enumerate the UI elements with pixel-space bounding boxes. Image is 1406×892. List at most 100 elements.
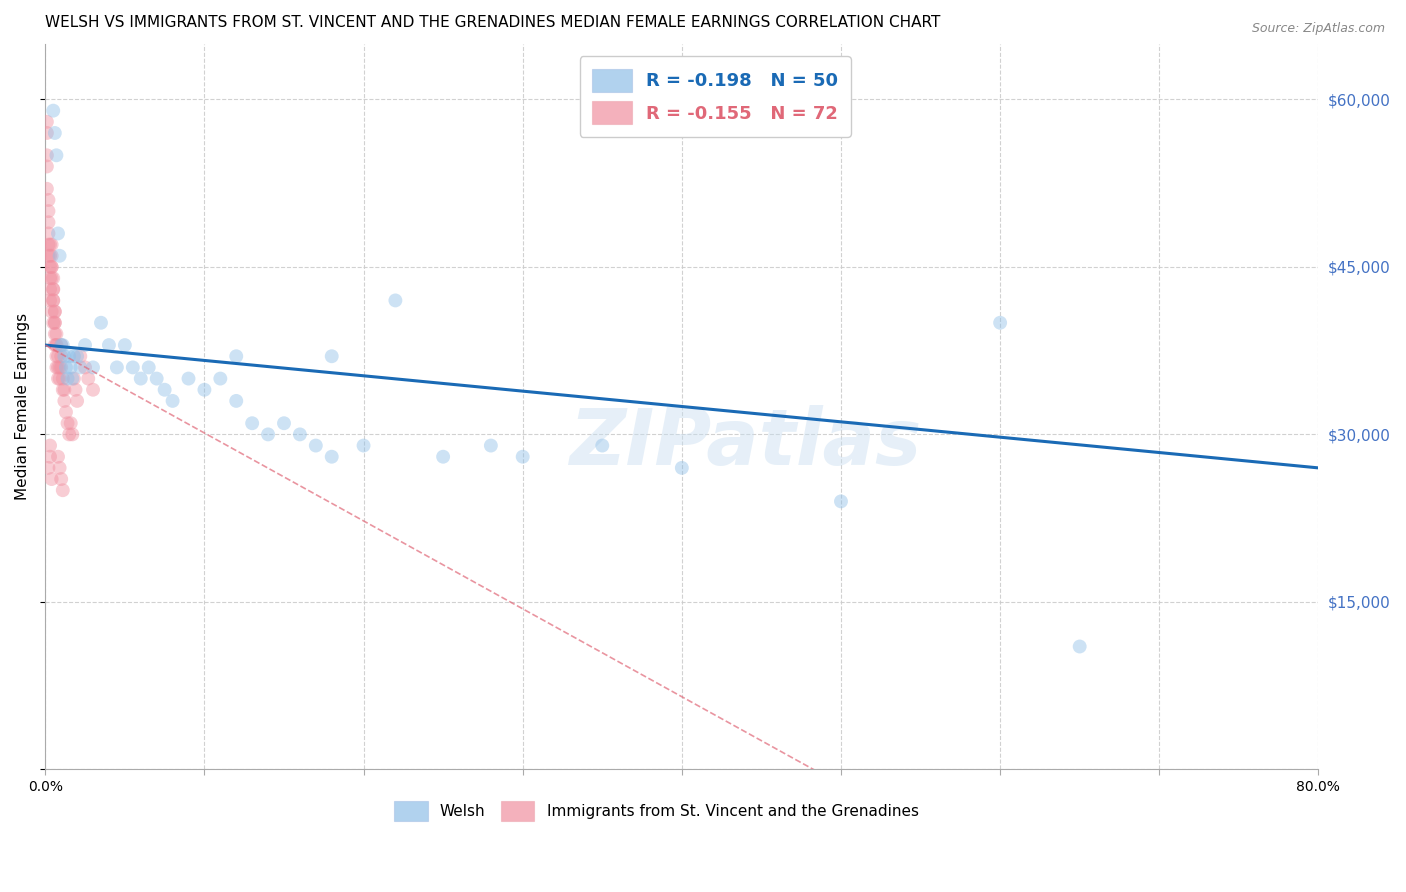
Point	[193, 383, 215, 397]
Point	[45, 338, 67, 352]
Point	[90, 316, 112, 330]
Point	[41, 260, 63, 274]
Point	[42, 282, 65, 296]
Point	[48, 249, 70, 263]
Point	[59, 416, 82, 430]
Point	[37, 215, 59, 229]
Point	[82, 360, 104, 375]
Point	[39, 439, 62, 453]
Point	[51, 349, 73, 363]
Point	[39, 249, 62, 263]
Point	[114, 338, 136, 352]
Point	[44, 316, 66, 330]
Point	[45, 360, 67, 375]
Point	[988, 316, 1011, 330]
Point	[73, 338, 96, 352]
Point	[41, 249, 63, 263]
Point	[41, 304, 63, 318]
Point	[39, 237, 62, 252]
Point	[42, 282, 65, 296]
Point	[60, 371, 83, 385]
Point	[44, 338, 66, 352]
Point	[48, 461, 70, 475]
Point	[35, 115, 58, 129]
Point	[42, 293, 65, 308]
Point	[52, 383, 75, 397]
Point	[82, 383, 104, 397]
Point	[225, 349, 247, 363]
Point	[46, 371, 69, 385]
Point	[432, 450, 454, 464]
Point	[69, 349, 91, 363]
Point	[321, 450, 343, 464]
Point	[46, 349, 69, 363]
Point	[73, 360, 96, 375]
Point	[51, 472, 73, 486]
Point	[39, 450, 62, 464]
Point	[63, 371, 86, 385]
Point	[51, 338, 73, 352]
Point	[240, 416, 263, 430]
Point	[479, 439, 502, 453]
Point	[37, 249, 59, 263]
Point	[66, 349, 89, 363]
Point	[512, 450, 534, 464]
Point	[37, 237, 59, 252]
Point	[121, 360, 143, 375]
Point	[46, 227, 69, 241]
Point	[257, 427, 280, 442]
Point	[39, 260, 62, 274]
Point	[41, 472, 63, 486]
Point	[288, 427, 311, 442]
Point	[39, 293, 62, 308]
Point	[58, 349, 80, 363]
Point	[53, 349, 76, 363]
Point	[56, 416, 79, 430]
Point	[591, 439, 613, 453]
Point	[1069, 640, 1091, 654]
Point	[45, 349, 67, 363]
Point	[77, 371, 100, 385]
Point	[39, 271, 62, 285]
Point	[42, 103, 65, 118]
Point	[44, 326, 66, 341]
Point	[45, 338, 67, 352]
Point	[51, 338, 73, 352]
Point	[138, 360, 160, 375]
Point	[41, 237, 63, 252]
Point	[59, 360, 82, 375]
Point	[65, 383, 87, 397]
Point	[56, 371, 79, 385]
Point	[45, 148, 67, 162]
Point	[53, 393, 76, 408]
Point	[44, 316, 66, 330]
Text: Source: ZipAtlas.com: Source: ZipAtlas.com	[1251, 22, 1385, 36]
Point	[55, 360, 77, 375]
Point	[42, 293, 65, 308]
Point	[384, 293, 406, 308]
Point	[52, 338, 75, 352]
Point	[52, 371, 75, 385]
Point	[129, 371, 152, 385]
Point	[48, 371, 70, 385]
Point	[105, 360, 128, 375]
Point	[177, 371, 200, 385]
Point	[35, 126, 58, 140]
Point	[66, 393, 89, 408]
Point	[55, 405, 77, 419]
Point	[35, 148, 58, 162]
Point	[35, 160, 58, 174]
Point	[305, 439, 328, 453]
Point	[35, 182, 58, 196]
Point	[69, 360, 91, 375]
Point	[39, 282, 62, 296]
Point	[44, 304, 66, 318]
Point	[830, 494, 852, 508]
Point	[273, 416, 295, 430]
Point	[52, 483, 75, 498]
Point	[53, 383, 76, 397]
Point	[60, 427, 83, 442]
Legend: Welsh, Immigrants from St. Vincent and the Grenadines: Welsh, Immigrants from St. Vincent and t…	[388, 795, 925, 827]
Point	[37, 461, 59, 475]
Point	[46, 450, 69, 464]
